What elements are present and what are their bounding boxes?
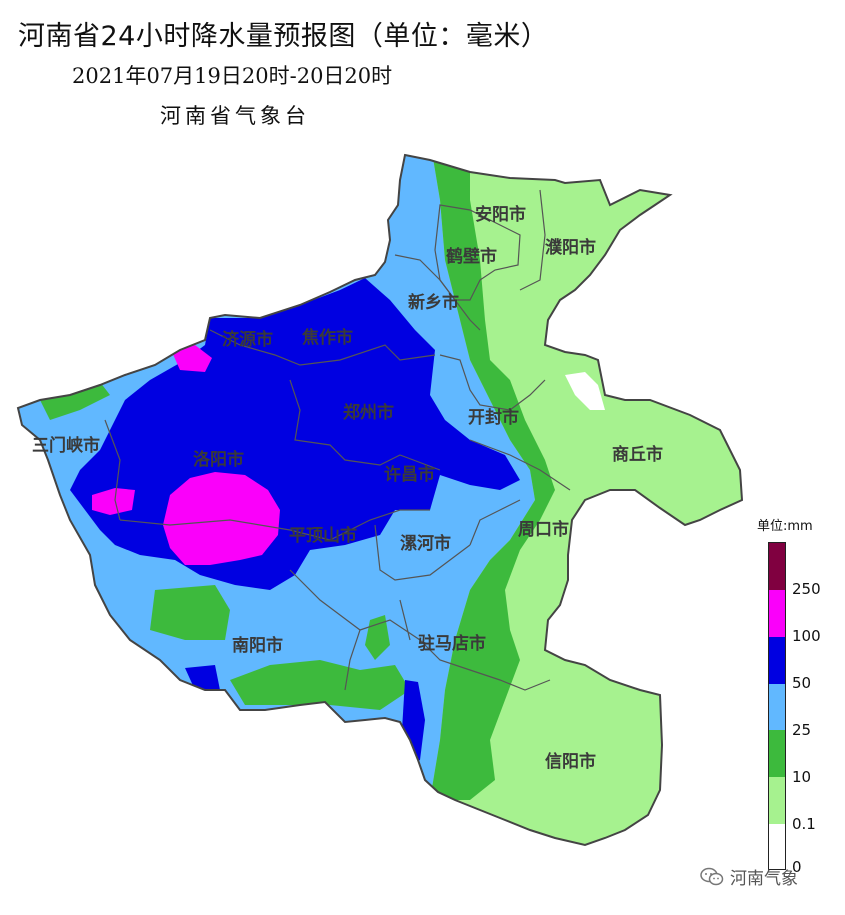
legend-swatch-50 bbox=[769, 637, 785, 684]
legend-tick-0-1: 0.1 bbox=[792, 815, 816, 833]
forecast-period: 2021年07月19日20时-20日20时 bbox=[72, 64, 393, 88]
legend-tick-250: 250 bbox=[792, 580, 821, 598]
map-title: 河南省24小时降水量预报图（单位：毫米） bbox=[18, 21, 549, 52]
legend-swatch-100 bbox=[769, 590, 785, 637]
watermark: 河南气象 bbox=[700, 864, 798, 889]
city-label-jiyuan: 济源市 bbox=[222, 329, 273, 350]
legend-tick-25: 25 bbox=[792, 721, 812, 739]
city-label-nanyang: 南阳市 bbox=[232, 635, 283, 656]
legend-swatch-25 bbox=[769, 684, 785, 730]
city-label-pingdingshan: 平顶山市 bbox=[289, 525, 357, 546]
city-label-xinyang: 信阳市 bbox=[545, 751, 596, 772]
city-label-anyang: 安阳市 bbox=[475, 204, 526, 225]
legend-colorbar bbox=[768, 542, 786, 870]
city-label-xuchang: 许昌市 bbox=[384, 464, 435, 485]
legend-tick-50: 50 bbox=[792, 674, 812, 692]
legend-swatch-10 bbox=[769, 730, 785, 777]
city-labels: 安阳市 鹤壁市 濮阳市 新乡市 济源市 焦作市 郑州市 开封市 商丘市 三门峡市… bbox=[32, 204, 663, 772]
wechat-icon bbox=[700, 867, 724, 885]
city-boundaries bbox=[104, 189, 571, 691]
city-label-luoyang: 洛阳市 bbox=[193, 449, 244, 470]
province-outline bbox=[16, 153, 744, 847]
city-label-luohe: 漯河市 bbox=[400, 533, 451, 554]
precipitation-fill bbox=[18, 155, 742, 845]
city-label-zhumadian: 驻马店市 bbox=[418, 633, 486, 654]
city-label-hebi: 鹤壁市 bbox=[446, 246, 497, 267]
city-label-sanmenxia: 三门峡市 bbox=[32, 435, 100, 456]
legend-swatch-250 bbox=[769, 543, 785, 590]
city-label-kaifeng: 开封市 bbox=[468, 407, 519, 428]
legend-tick-10: 10 bbox=[792, 768, 812, 786]
watermark-text: 河南气象 bbox=[730, 869, 798, 889]
legend-tick-100: 100 bbox=[792, 627, 821, 645]
city-label-zhoukou: 周口市 bbox=[518, 519, 569, 540]
issuing-agency: 河南省气象台 bbox=[160, 104, 310, 128]
legend-swatch-0-1 bbox=[769, 777, 785, 824]
city-label-shangqiu: 商丘市 bbox=[612, 444, 663, 465]
city-label-jiaozuo: 焦作市 bbox=[301, 327, 353, 348]
city-label-xinxiang: 新乡市 bbox=[408, 292, 459, 313]
legend-tick-0: 0 bbox=[792, 858, 802, 876]
city-label-puyang: 濮阳市 bbox=[545, 237, 596, 258]
legend-swatch-0 bbox=[769, 824, 785, 869]
city-label-zhengzhou: 郑州市 bbox=[343, 402, 394, 423]
legend-unit: 单位:mm bbox=[757, 519, 813, 534]
